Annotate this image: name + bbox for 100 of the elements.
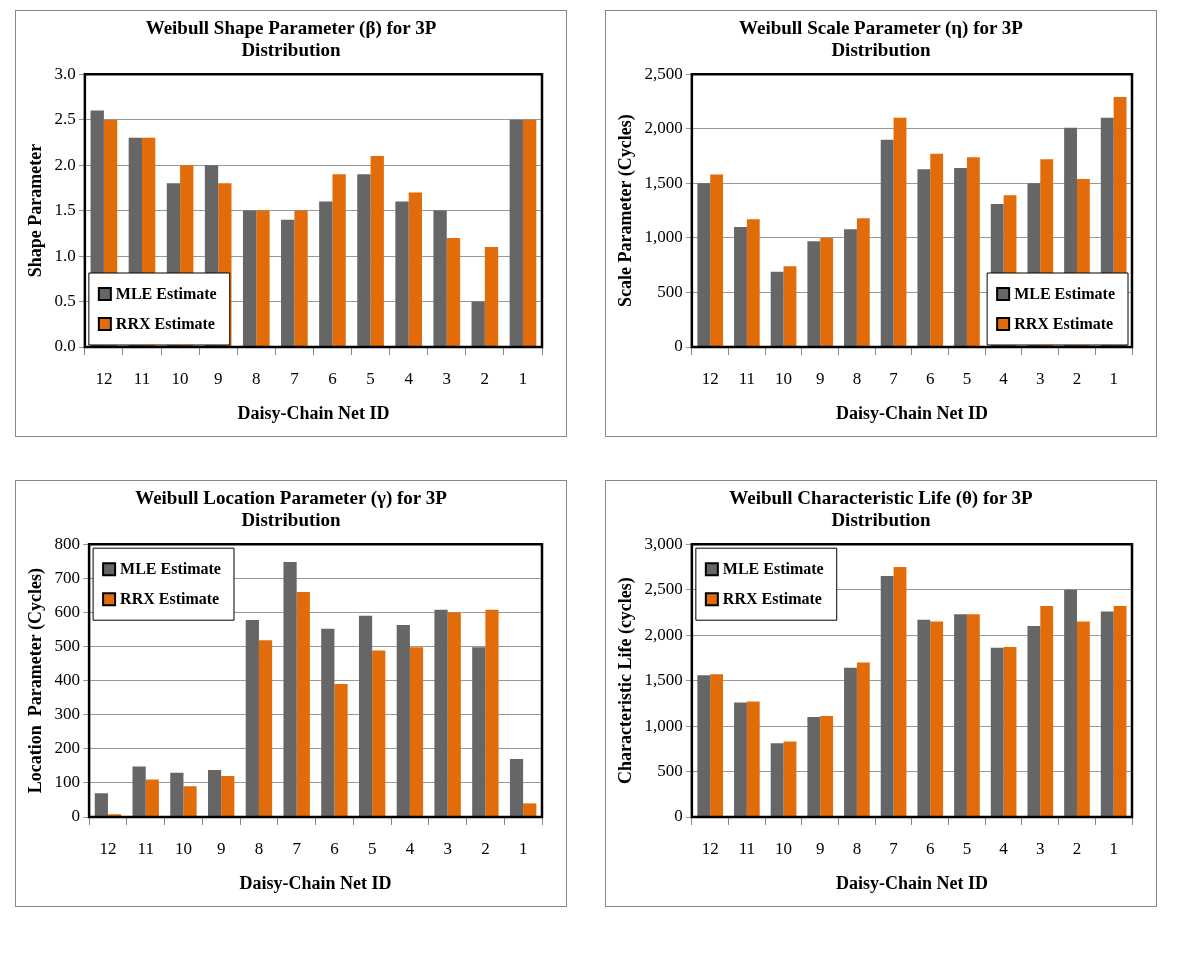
x-tick-label: 2 <box>481 838 490 858</box>
x-tick-label: 12 <box>99 838 117 858</box>
bar <box>893 117 907 347</box>
x-tick-label: 2 <box>480 368 490 388</box>
bar <box>966 157 980 347</box>
bar <box>221 776 235 817</box>
bar <box>332 174 346 347</box>
x-tick-label: 4 <box>404 368 414 388</box>
bar <box>170 772 184 817</box>
bar <box>954 614 967 817</box>
chart-title: Weibull Location Parameter (γ) for 3P Distribution <box>134 487 448 531</box>
x-tick-label: 1 <box>1109 838 1118 858</box>
bar <box>1113 606 1127 817</box>
x-tick-label: 10 <box>174 838 192 858</box>
y-tick-label: 700 <box>54 567 81 587</box>
bar <box>844 229 857 347</box>
x-tick-label: 9 <box>213 368 223 388</box>
x-tick-label: 1 <box>1109 368 1118 388</box>
bar <box>930 153 944 347</box>
bar <box>1027 626 1041 817</box>
bar <box>856 218 870 347</box>
bar <box>734 226 747 347</box>
bar <box>281 219 295 347</box>
y-tick-label: 3,000 <box>644 533 683 553</box>
y-tick-label: 0 <box>674 806 683 826</box>
bar <box>183 786 197 817</box>
chart-title: Weibull Shape Parameter (β) for 3P Distribution <box>144 17 438 61</box>
x-tick-label: 6 <box>330 838 339 858</box>
bar <box>770 743 784 817</box>
x-axis-title: Daisy-Chain Net ID <box>835 402 988 423</box>
y-axis-title: Characteristic Life (cycles) <box>615 577 637 785</box>
x-tick-label: 8 <box>852 838 862 858</box>
y-tick-label: 100 <box>54 772 81 792</box>
bar <box>746 701 760 817</box>
x-tick-label: 3 <box>443 838 452 858</box>
x-tick-label: 3 <box>1036 838 1045 858</box>
bar <box>258 640 273 817</box>
y-tick-label: 1.0 <box>54 245 76 265</box>
bar <box>954 168 967 347</box>
y-axis-title: Location Parameter (Cycles) <box>25 568 47 794</box>
y-tick-label: 1,000 <box>644 715 683 735</box>
bar <box>820 237 834 347</box>
bar <box>446 237 461 347</box>
bar <box>370 156 384 347</box>
x-tick-label: 10 <box>775 368 793 388</box>
legend-label: MLE Estimate <box>722 560 824 578</box>
bar <box>396 625 410 817</box>
bar <box>107 814 122 817</box>
bar <box>746 219 760 347</box>
bar <box>409 647 424 817</box>
x-tick-label: 12 <box>701 368 719 388</box>
x-tick-label: 6 <box>926 368 935 388</box>
x-tick-label: 12 <box>95 368 113 388</box>
bar <box>917 169 931 347</box>
bar <box>770 271 784 347</box>
bar <box>372 650 386 817</box>
bar <box>1100 611 1114 817</box>
y-tick-label: 0 <box>674 336 683 356</box>
legend-label: MLE Estimate <box>115 285 217 303</box>
bar <box>94 793 108 817</box>
bar <box>990 647 1004 817</box>
x-tick-label: 7 <box>889 838 899 858</box>
bar <box>471 301 485 347</box>
x-tick-label: 10 <box>775 838 793 858</box>
bar <box>283 561 297 817</box>
x-tick-label: 11 <box>738 838 756 858</box>
y-tick-label: 3.0 <box>54 63 76 83</box>
bar <box>207 769 222 817</box>
bar <box>242 210 257 347</box>
x-tick-label: 1 <box>518 368 528 388</box>
bar <box>408 192 422 347</box>
bar <box>321 628 335 817</box>
bar <box>522 119 537 347</box>
bar <box>783 741 797 817</box>
x-tick-label: 10 <box>171 368 189 388</box>
bar <box>523 803 537 817</box>
y-tick-label: 2,000 <box>644 624 683 644</box>
bar <box>132 766 146 817</box>
bar <box>1003 646 1017 817</box>
x-tick-label: 2 <box>1072 368 1082 388</box>
bar <box>145 779 159 817</box>
y-tick-label: 400 <box>54 670 81 690</box>
y-tick-label: 2.0 <box>54 154 76 174</box>
legend-label: MLE Estimate <box>120 560 221 578</box>
y-tick-label: 500 <box>657 281 683 301</box>
y-tick-label: 1,500 <box>644 670 683 690</box>
x-axis-title: Daisy-Chain Net ID <box>237 402 390 423</box>
x-tick-label: 4 <box>999 838 1009 858</box>
bar <box>856 662 870 817</box>
y-tick-label: 2,000 <box>644 118 683 138</box>
bar <box>1040 606 1054 817</box>
bar <box>334 684 348 817</box>
bar <box>296 591 310 817</box>
chart-title: Weibull Characteristic Life (θ) for 3P Distribution <box>728 487 1034 531</box>
x-tick-label: 7 <box>889 368 899 388</box>
x-tick-label: 11 <box>738 368 756 388</box>
y-tick-label: 2.5 <box>54 109 76 129</box>
y-tick-label: 500 <box>54 635 81 655</box>
bar <box>917 619 931 817</box>
bar <box>509 119 523 347</box>
